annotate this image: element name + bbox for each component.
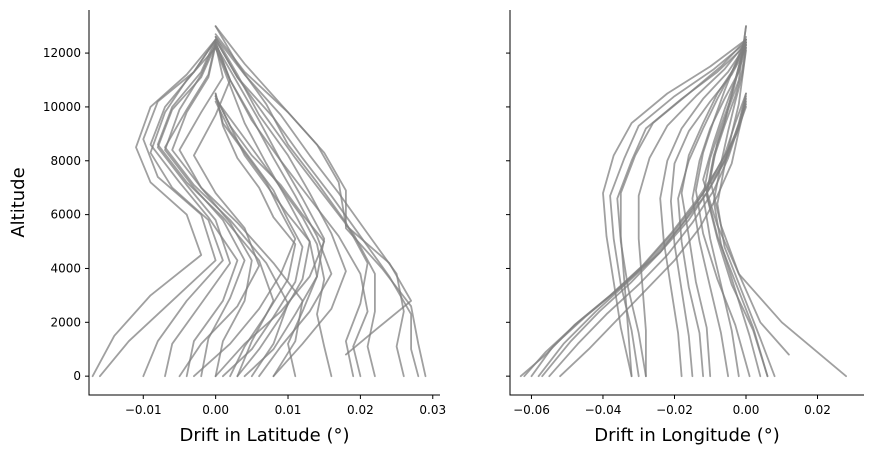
drift-trace-1-14: [677, 44, 747, 378]
drift-trace-1-22: [548, 95, 747, 378]
y-axis-title: Altitude: [8, 167, 29, 237]
drift-trace-1-11: [716, 49, 776, 378]
x-tick-label: 0.02: [804, 403, 831, 417]
drift-trace-1-17: [702, 25, 847, 378]
latitude-drift-panel: −0.01 0.00 0.01 0.02 0.03 0 2000 4000 6000 8000 10…: [8, 10, 446, 446]
drift-trace-0-3: [156, 44, 232, 378]
drift-trace-0-10: [178, 46, 261, 378]
y-tick-label: 6000: [50, 208, 81, 222]
drift-trace-1-23: [559, 100, 747, 378]
x-tick-label: −0.02: [656, 403, 693, 417]
y-tick-label: 0: [73, 369, 81, 383]
drift-trace-0-25: [214, 100, 304, 378]
drift-trace-0-15: [214, 33, 427, 378]
drift-trace-1-13: [695, 36, 751, 378]
drift-trace-0-27: [214, 95, 326, 378]
drift-trace-0-20: [214, 44, 326, 378]
drift-trace-0-26: [192, 92, 297, 378]
drift-trace-0-12: [214, 38, 376, 378]
x-tick-label: 0.00: [733, 403, 760, 417]
drift-trace-1-1: [609, 41, 747, 378]
drift-trace-0-17: [214, 25, 413, 356]
drift-trace-0-18: [214, 36, 347, 378]
drift-trace-1-4: [637, 41, 747, 378]
x-axis-title: Drift in Longitude (°): [594, 425, 779, 446]
drift-trace-0-16: [214, 25, 369, 378]
x-tick-label: −0.04: [585, 403, 622, 417]
drift-trace-0-8: [164, 41, 289, 378]
drift-trace-0-4: [149, 38, 239, 378]
drift-trace-1-5: [659, 44, 747, 378]
drift-trace-0-0: [91, 38, 217, 378]
x-tick-label: −0.06: [513, 403, 550, 417]
y-tick-label: 8000: [50, 154, 81, 168]
drift-trace-0-13: [214, 36, 405, 378]
x-tick-label: 0.03: [419, 403, 446, 417]
axis-spines: [88, 10, 440, 396]
longitude-drift-panel: −0.06 −0.04 −0.02 0.00 0.02 Drift in Longitud…: [506, 10, 864, 446]
drift-trace-0-24: [214, 97, 333, 378]
drift-trace-0-22: [214, 92, 297, 378]
y-tick-label: 10000: [43, 100, 81, 114]
drift-trace-1-16: [709, 25, 790, 356]
x-tick-label: 0.01: [275, 403, 302, 417]
drift-trace-0-2: [142, 46, 224, 378]
drift-trace-0-21: [214, 46, 311, 378]
x-tick-label: 0.02: [347, 403, 374, 417]
y-tick-label: 4000: [50, 261, 81, 275]
drift-trace-1-3: [619, 38, 747, 378]
x-axis-title: Drift in Latitude (°): [179, 425, 349, 446]
x-tick-label: 0.00: [202, 403, 229, 417]
drift-trace-0-1: [99, 38, 217, 378]
y-tick-label: 12000: [43, 46, 81, 60]
y-tick-label: 2000: [50, 315, 81, 329]
drift-trace-1-24: [541, 92, 747, 378]
drift-trace-1-8: [691, 44, 747, 378]
x-tick-label: −0.01: [125, 403, 162, 417]
